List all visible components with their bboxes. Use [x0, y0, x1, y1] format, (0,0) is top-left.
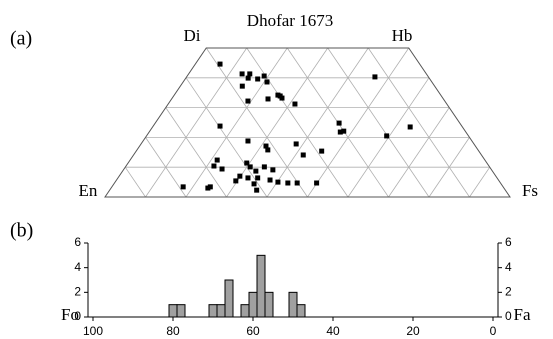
data-point [292, 101, 298, 107]
bar [256, 254, 266, 318]
grid-line [124, 166, 146, 198]
data-point [217, 123, 223, 129]
data-point [211, 163, 217, 169]
data-point [265, 96, 271, 102]
data-point [279, 95, 285, 101]
grid-line [388, 107, 450, 198]
y-tick-label: 2 [74, 285, 81, 299]
grid-line [145, 137, 187, 198]
bar [296, 304, 306, 318]
data-point [261, 73, 267, 79]
data-point [247, 71, 253, 77]
data-point [245, 98, 251, 104]
bar [288, 291, 298, 318]
data-point [245, 138, 251, 144]
grid-line [145, 47, 248, 198]
bar [168, 304, 178, 318]
grid-line [226, 47, 329, 198]
y2-tick-label: 2 [505, 285, 512, 299]
data-point [214, 157, 220, 163]
data-point [314, 180, 320, 186]
bar [240, 304, 250, 318]
y2-axis-label: Fa [514, 305, 531, 324]
data-point [255, 76, 261, 82]
bar [248, 291, 258, 318]
data-point [244, 160, 250, 166]
data-point [319, 148, 325, 154]
data-point [275, 179, 281, 185]
data-point [237, 173, 243, 179]
data-point [254, 187, 260, 193]
data-point [300, 152, 306, 158]
y-tick-label: 4 [74, 260, 81, 274]
data-point [217, 61, 223, 67]
x-tick-label: 60 [246, 324, 260, 338]
grid-line [367, 47, 470, 198]
y-tick-label: 0 [74, 309, 81, 323]
bar [216, 304, 226, 318]
y2-tick-label: 0 [505, 309, 512, 323]
data-point [267, 177, 273, 183]
data-point [251, 181, 257, 187]
bar [208, 304, 218, 318]
data-point [261, 164, 267, 170]
data-point [263, 143, 269, 149]
data-point [247, 164, 253, 170]
data-point [219, 166, 225, 172]
y2-tick-label: 6 [505, 235, 512, 249]
grid-line [469, 166, 491, 198]
grid-line [185, 77, 268, 198]
data-point [294, 180, 300, 186]
data-point [293, 141, 299, 147]
data-point [239, 83, 245, 89]
grid-line [266, 47, 369, 198]
corner-label: Hb [392, 26, 413, 45]
data-point [270, 167, 276, 173]
y-axis-label: Fo [61, 305, 79, 324]
data-point [239, 71, 245, 77]
data-point [253, 168, 259, 174]
x-tick-label: 20 [406, 324, 420, 338]
grid-line [205, 47, 308, 198]
grid-line [327, 47, 430, 198]
data-point [255, 175, 261, 181]
data-point [245, 75, 251, 81]
grid-line [307, 47, 410, 198]
grid-line [165, 107, 227, 198]
panel-label: (a) [10, 28, 32, 50]
quadrilateral-outline [104, 47, 511, 198]
data-point [372, 74, 378, 80]
data-point [336, 120, 342, 126]
data-point [245, 175, 251, 181]
grid-line [246, 47, 349, 198]
y-tick-label: 6 [74, 235, 81, 249]
bar [264, 291, 274, 318]
data-point [285, 180, 291, 186]
bar [224, 279, 234, 318]
data-point [233, 178, 239, 184]
x-tick-label: 100 [83, 324, 103, 338]
data-point [341, 128, 347, 134]
grid-line [185, 47, 288, 198]
chart-title: Dhofar 1673 [247, 11, 333, 30]
data-point [384, 133, 390, 139]
data-point [264, 79, 270, 85]
y2-tick-label: 4 [505, 260, 512, 274]
data-point [205, 185, 211, 191]
corner-label: Fs [522, 181, 538, 200]
data-point [265, 147, 271, 153]
data-point [180, 184, 186, 190]
bar [176, 304, 186, 318]
x-tick-label: 40 [326, 324, 340, 338]
x-tick-label: 80 [166, 324, 180, 338]
corner-label: Di [184, 26, 201, 45]
corner-label: En [79, 181, 98, 200]
data-point [407, 124, 413, 130]
panel-label: (b) [10, 220, 33, 242]
x-tick-label: 0 [490, 324, 497, 338]
data-point [337, 129, 343, 135]
